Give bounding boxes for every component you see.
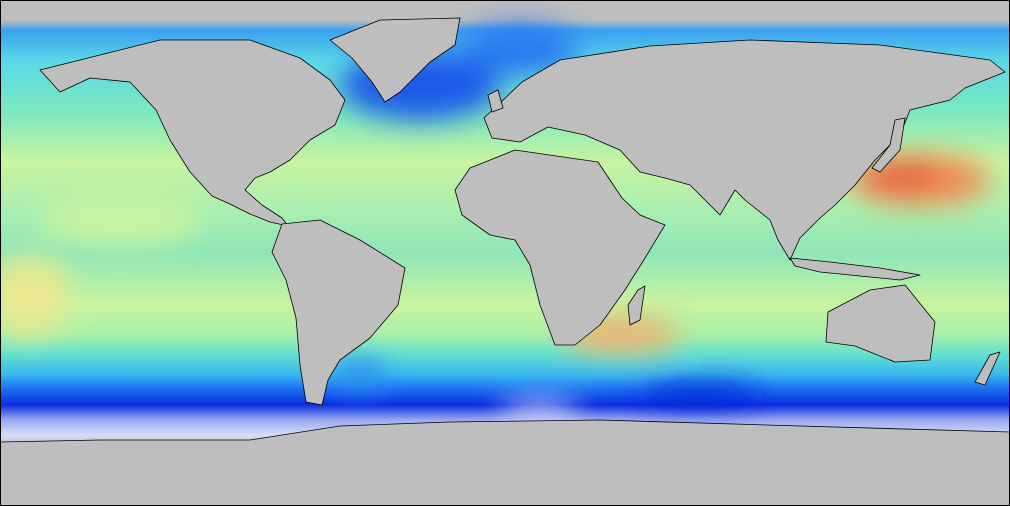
greenland	[329, 17, 461, 103]
south-america	[271, 219, 406, 406]
new-zealand	[974, 351, 1001, 386]
antarctica	[0, 419, 1010, 506]
australia	[825, 284, 936, 363]
north-america	[39, 39, 346, 227]
africa	[454, 149, 666, 346]
madagascar	[627, 285, 646, 326]
eurasia	[483, 39, 1006, 261]
land	[0, 17, 1010, 506]
japan	[871, 117, 906, 173]
great-britain	[487, 89, 504, 113]
indonesia	[789, 257, 921, 281]
